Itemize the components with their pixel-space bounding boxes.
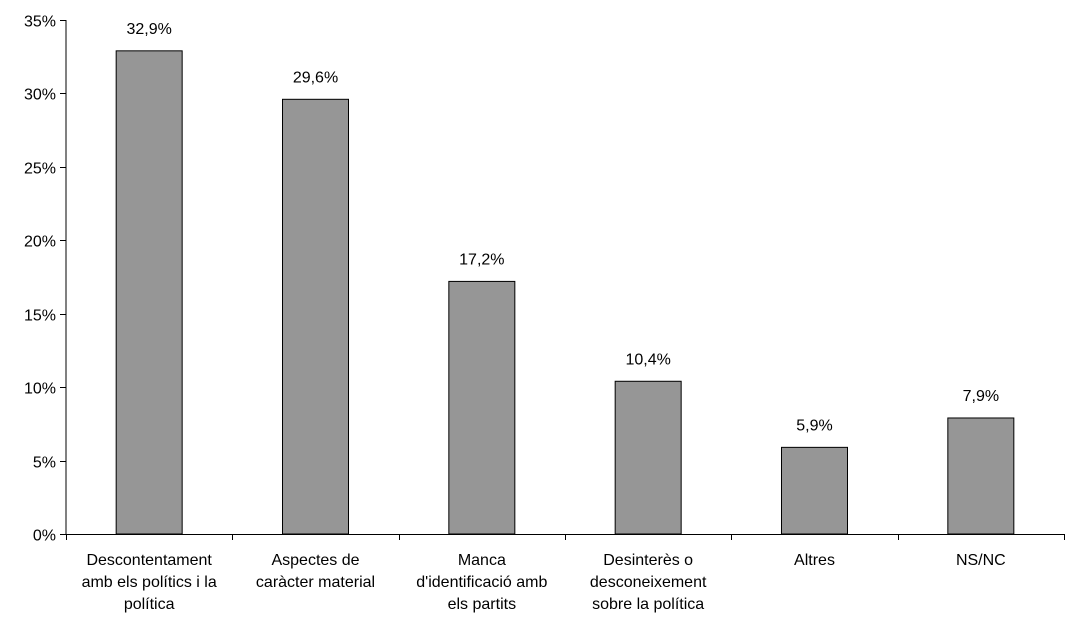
bars: 32,9% 29,6% 17,2% 10,4% 5,9% 7,9% xyxy=(115,21,1015,535)
category-label: NS/NC xyxy=(956,552,1006,569)
bar xyxy=(614,380,682,535)
bar xyxy=(947,417,1015,535)
bar xyxy=(282,98,349,535)
category-label-line: Aspectes de xyxy=(271,552,359,569)
category-label-line: els partits xyxy=(448,596,516,613)
data-label: 32,9% xyxy=(126,21,171,38)
bar xyxy=(448,280,516,535)
data-label: 7,9% xyxy=(963,388,999,405)
y-tick-label: 5% xyxy=(33,455,56,472)
category-label: Manca d'identificació amb els partits xyxy=(416,552,547,613)
category-label-line: NS/NC xyxy=(956,552,1006,569)
category-label: Descontentament amb els polítics i la polí… xyxy=(82,552,217,613)
x-axis: Descontentament amb els polítics i la polí… xyxy=(66,534,1065,613)
category-label-line: Altres xyxy=(794,552,835,569)
category-label-line: desconeixement xyxy=(590,574,707,591)
category-label-line: Manca xyxy=(458,552,506,569)
category-label-line: d'identificació amb xyxy=(416,574,547,591)
category-label-line: política xyxy=(124,596,175,613)
y-tick-label: 0% xyxy=(33,528,56,545)
category-label-line: caràcter material xyxy=(256,574,375,591)
category-label-line: amb els polítics i la xyxy=(82,574,217,591)
y-tick-label: 10% xyxy=(24,381,56,398)
data-label: 5,9% xyxy=(796,417,832,434)
category-label: Desinterès o desconeixement sobre la polít… xyxy=(590,552,707,613)
y-tick-label: 25% xyxy=(24,161,56,178)
data-label: 29,6% xyxy=(293,69,338,86)
y-tick-label: 20% xyxy=(24,234,56,251)
y-axis: 0% 5% 10% 15% 20% 25% 30% 35% xyxy=(24,14,67,545)
y-tick-label: 35% xyxy=(24,14,56,31)
bar xyxy=(781,446,848,535)
category-label: Altres xyxy=(794,552,835,569)
y-tick-label: 30% xyxy=(24,87,56,104)
data-label: 10,4% xyxy=(625,351,670,368)
category-label-line: sobre la política xyxy=(592,596,704,613)
category-label-line: Desinterès o xyxy=(603,552,693,569)
y-tick-label: 15% xyxy=(24,308,56,325)
bar xyxy=(115,50,183,535)
data-label: 17,2% xyxy=(459,251,504,268)
category-label: Aspectes de caràcter material xyxy=(256,552,375,591)
category-label-line: Descontentament xyxy=(86,552,212,569)
